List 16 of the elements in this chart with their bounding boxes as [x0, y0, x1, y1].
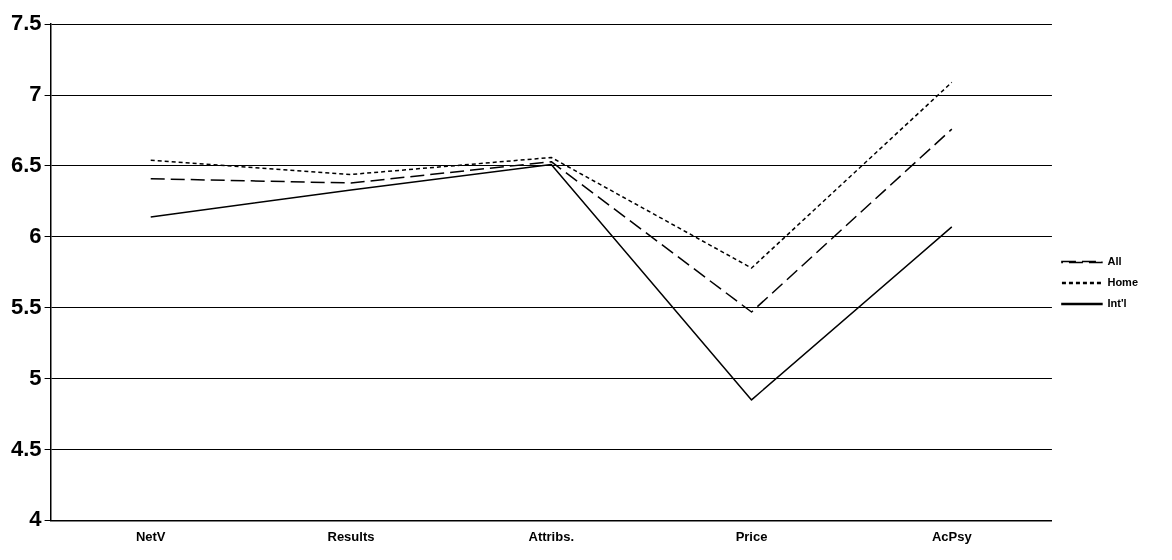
x-tick-label: Price — [735, 528, 768, 544]
x-tick-label: AcPsy — [931, 528, 973, 544]
y-tick-label: 6 — [29, 222, 42, 248]
x-tick-label: Results — [327, 528, 375, 544]
y-tick-label: 5.5 — [10, 293, 42, 319]
y-tick-label: 4 — [29, 506, 43, 532]
legend-label: Home — [1107, 276, 1138, 289]
y-tick-label: 7.5 — [10, 10, 42, 36]
y-tick-label: 4.5 — [10, 435, 42, 461]
legend-label: All — [1107, 255, 1122, 268]
x-tick-label: NetV — [135, 528, 166, 544]
y-tick-label: 5 — [29, 364, 42, 390]
y-tick-label: 6.5 — [10, 152, 42, 178]
y-tick-label: 7 — [29, 81, 42, 107]
legend-label: Int'l — [1107, 297, 1127, 310]
x-tick-label: Attribs. — [528, 528, 575, 544]
